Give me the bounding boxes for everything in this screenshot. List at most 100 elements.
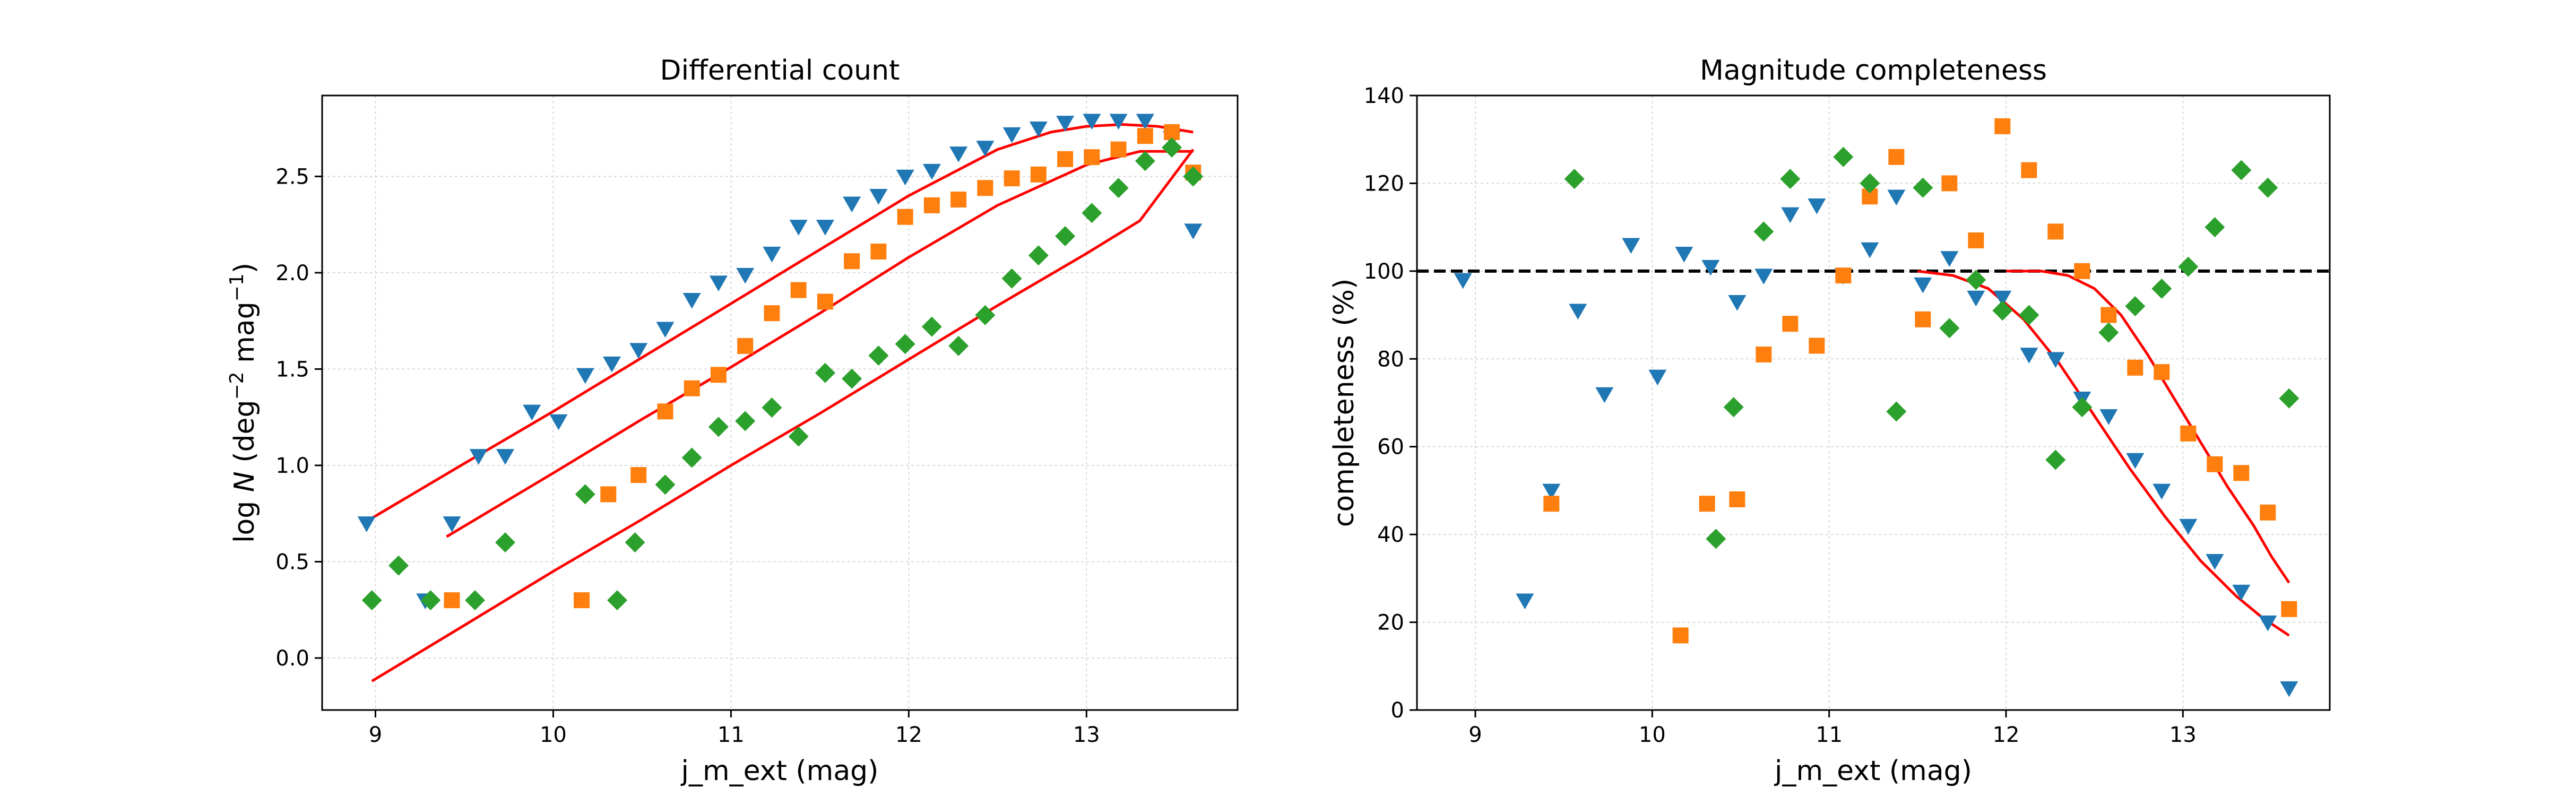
right-orange-square-point bbox=[2047, 223, 2064, 240]
right-orange-square-point bbox=[2281, 601, 2297, 617]
left-green-diamond-point bbox=[1135, 151, 1155, 171]
left-orange-square-point bbox=[844, 253, 860, 270]
left-blue-triangle-point bbox=[1056, 116, 1075, 132]
right-green-diamond-point bbox=[2178, 256, 2199, 277]
left-green-diamond-point bbox=[1108, 178, 1129, 198]
right-orange-square-point bbox=[1729, 491, 1745, 507]
right-y-tick-label: 60 bbox=[1377, 435, 1404, 460]
left-blue-triangle-point bbox=[576, 368, 594, 384]
right-blue-triangle-point bbox=[1993, 290, 2012, 307]
left-blue-triangle-point bbox=[357, 516, 376, 532]
left-blue-triangle-point bbox=[496, 449, 514, 465]
right-blue-triangle-point bbox=[1675, 247, 1693, 263]
right-blue-triangle-point bbox=[2280, 681, 2298, 697]
right-green-diamond-point bbox=[2098, 322, 2119, 343]
left-green-diamond-point bbox=[1055, 226, 1076, 246]
left-orange-square-point bbox=[1057, 151, 1074, 167]
right-y-tick-label: 120 bbox=[1364, 171, 1404, 196]
right-blue-triangle-point bbox=[1914, 277, 1932, 293]
right-orange-square-point bbox=[2154, 364, 2170, 380]
right-orange-square-point bbox=[2127, 359, 2143, 376]
left-blue-triangle-point bbox=[869, 189, 888, 205]
left-blue-triangle-point bbox=[629, 343, 648, 359]
right-orange-square-point bbox=[1543, 496, 1560, 512]
right-green-diamond-point bbox=[2125, 296, 2146, 317]
right-blue-triangle-point bbox=[1648, 369, 1667, 386]
left-y-axis-label: log N (deg−2 mag−1) bbox=[226, 263, 261, 543]
left-y-tick-label: 2.5 bbox=[275, 165, 309, 189]
left-orange-square-point bbox=[737, 338, 754, 354]
right-orange-square-point bbox=[1809, 338, 1825, 354]
left-orange-square-point bbox=[1110, 141, 1127, 158]
right-green-diamond-point bbox=[1706, 529, 1726, 549]
right-orange-square-point bbox=[1941, 175, 1958, 192]
right-orange-square-point bbox=[1994, 118, 2011, 134]
left-chart-title: Differential count bbox=[660, 55, 900, 86]
right-green-diamond-point bbox=[1753, 221, 1774, 242]
left-orange-square-point bbox=[977, 180, 993, 196]
left-green-diamond-point bbox=[1162, 137, 1182, 158]
left-green-diamond-point bbox=[762, 397, 782, 418]
left-orange-square-point bbox=[684, 380, 700, 396]
right-green-diamond-point bbox=[2205, 217, 2225, 238]
left-fit-curve-3 bbox=[371, 149, 1195, 682]
right-green-diamond-point bbox=[2258, 177, 2278, 198]
left-blue-triangle-point bbox=[469, 449, 488, 465]
right-green-diamond-point bbox=[1833, 146, 1854, 167]
right-x-tick-label: 13 bbox=[2169, 723, 2197, 747]
right-blue-triangle-point bbox=[1754, 269, 1773, 285]
left-x-axis-label: j_m_ext (mag) bbox=[681, 755, 879, 787]
right-blue-triangle-point bbox=[1516, 593, 1534, 610]
left-data-points bbox=[357, 114, 1204, 611]
left-axis-ticks: 9 10 11 12 13 0.0 0.5 1.0 1.5 2.0 2.5 bbox=[275, 165, 1100, 747]
left-y-tick-label: 2.0 bbox=[275, 261, 309, 285]
left-blue-triangle-point bbox=[789, 220, 808, 236]
left-blue-triangle-point bbox=[682, 293, 701, 309]
left-blue-triangle-point bbox=[1083, 114, 1101, 130]
left-blue-triangle-point bbox=[922, 163, 941, 180]
right-y-tick-label: 0 bbox=[1391, 698, 1404, 723]
right-blue-triangle-point bbox=[2206, 554, 2224, 570]
left-green-diamond-point bbox=[388, 555, 409, 576]
left-y-tick-label: 1.5 bbox=[275, 357, 309, 382]
left-ylabel-exp2: −1 bbox=[226, 273, 248, 301]
left-x-tick-label: 9 bbox=[369, 723, 382, 747]
left-blue-triangle-point bbox=[443, 516, 461, 532]
right-plot-frame bbox=[1416, 94, 2331, 711]
right-blue-triangle-point bbox=[2179, 518, 2198, 535]
right-green-diamond-point bbox=[1860, 173, 1880, 194]
right-blue-triangle-point bbox=[1701, 259, 1720, 276]
left-orange-square-point bbox=[790, 282, 807, 298]
left-blue-triangle-point bbox=[896, 169, 914, 186]
right-blue-triangle-point bbox=[1781, 207, 1800, 223]
left-fit-curve-1 bbox=[366, 123, 1194, 523]
left-ylabel-mid: mag bbox=[229, 301, 261, 371]
left-green-diamond-point bbox=[681, 447, 702, 468]
right-orange-square-point bbox=[1756, 347, 1772, 363]
left-green-diamond-point bbox=[735, 411, 756, 431]
left-green-diamond-point bbox=[495, 532, 515, 553]
right-green-diamond-point bbox=[2279, 388, 2300, 409]
right-blue-triangle-point bbox=[1569, 304, 1587, 320]
right-orange-square-point bbox=[2100, 307, 2117, 323]
left-ylabel-open: (deg bbox=[229, 400, 261, 471]
left-blue-triangle-point bbox=[976, 141, 995, 157]
left-fit-curves bbox=[366, 123, 1195, 682]
left-orange-square-point bbox=[630, 467, 647, 483]
left-y-tick-label: 0.0 bbox=[275, 646, 309, 671]
right-y-tick-label: 140 bbox=[1364, 84, 1404, 108]
magnitude-completeness-panel: 9 10 11 12 13 0 20 40 60 80 100 120 140 Magnitude co… bbox=[1328, 55, 2331, 787]
right-y-tick-label: 40 bbox=[1377, 523, 1404, 547]
right-orange-square-point bbox=[1672, 627, 1689, 644]
left-green-diamond-point bbox=[815, 362, 835, 383]
left-orange-square-point bbox=[444, 592, 460, 609]
right-orange-square-point bbox=[1915, 311, 1931, 327]
left-blue-triangle-point bbox=[1109, 114, 1128, 130]
left-x-tick-label: 11 bbox=[718, 723, 745, 747]
right-x-tick-label: 9 bbox=[1468, 723, 1482, 747]
right-blue-triangle-point bbox=[1861, 242, 1879, 258]
right-blue-triangle-point bbox=[2099, 409, 2118, 425]
left-green-diamond-point bbox=[842, 368, 862, 389]
right-blue-triangle-point bbox=[1542, 483, 1561, 500]
left-green-diamond-point bbox=[1028, 245, 1049, 266]
